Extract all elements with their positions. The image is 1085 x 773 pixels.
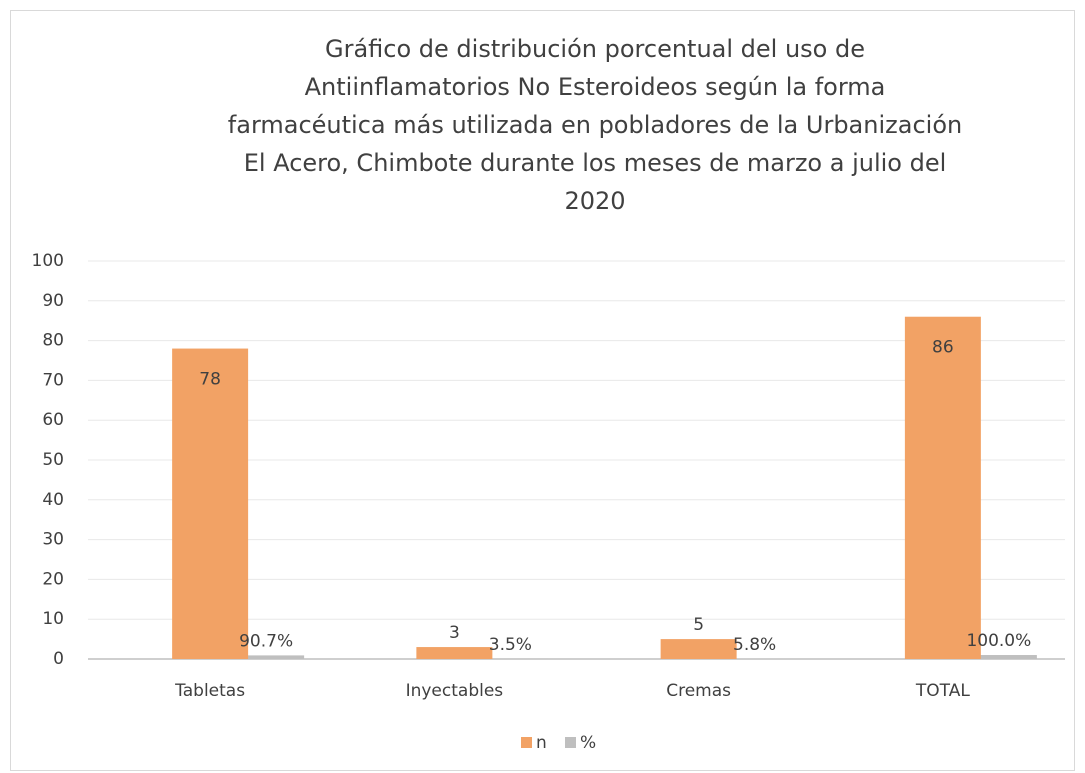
y-tick-label: 50 (42, 450, 64, 470)
y-tick-label: 0 (53, 649, 64, 669)
legend-label: n (536, 733, 547, 753)
y-tick-label: 100 (32, 251, 64, 271)
y-tick-label: 70 (42, 370, 64, 390)
legend-label: % (580, 733, 596, 753)
data-label: 5 (693, 615, 704, 635)
legend-swatch (565, 737, 576, 748)
data-label: 90.7% (239, 631, 293, 651)
bar (172, 348, 249, 659)
y-tick-label: 30 (42, 530, 64, 550)
data-label: 3 (449, 623, 460, 643)
y-tick-label: 40 (42, 490, 64, 510)
data-label: 3.5% (489, 635, 532, 655)
x-tick-label: Cremas (666, 681, 731, 701)
data-label: 86 (932, 338, 954, 358)
y-tick-label: 10 (42, 609, 64, 629)
chart-title: 2020 (564, 187, 625, 215)
chart-title: Gráfico de distribución porcentual del u… (325, 35, 865, 63)
y-tick-label: 20 (42, 569, 64, 589)
bar (904, 316, 981, 659)
bar (660, 639, 737, 659)
data-label: 5.8% (733, 635, 776, 655)
data-label: 100.0% (966, 631, 1031, 651)
bar (228, 655, 305, 659)
bar (416, 647, 493, 659)
y-tick-label: 90 (42, 291, 64, 311)
chart-title: Antiinflamatorios No Esteroideos según l… (305, 73, 886, 101)
legend-swatch (521, 737, 532, 748)
chart-title: El Acero, Chimbote durante los meses de … (244, 149, 947, 177)
x-tick-label: Inyectables (406, 681, 504, 701)
y-tick-label: 60 (42, 410, 64, 430)
x-tick-label: Tabletas (174, 681, 245, 701)
bar (960, 655, 1037, 659)
data-label: 78 (199, 370, 221, 390)
chart-title: farmacéutica más utilizada en pobladores… (228, 111, 962, 139)
x-tick-label: TOTAL (915, 681, 970, 701)
y-tick-label: 80 (42, 331, 64, 351)
